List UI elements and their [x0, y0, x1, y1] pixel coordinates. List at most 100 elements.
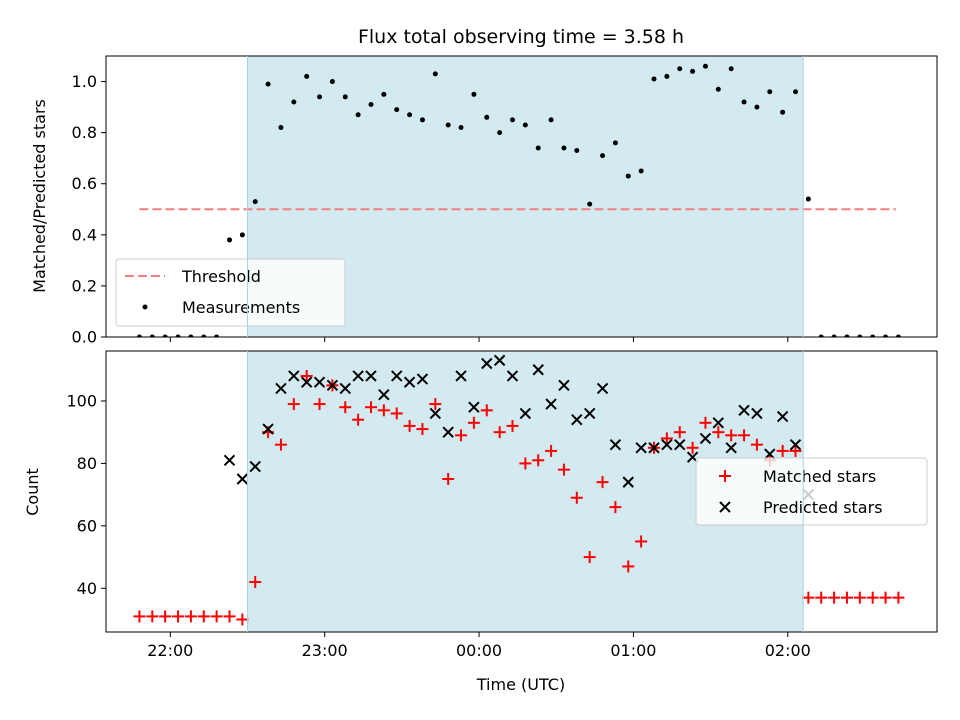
x-stroke-b	[686, 451, 699, 463]
x-stroke-b	[699, 432, 712, 445]
x-tick-label: 02:00	[765, 641, 811, 660]
predicted-star-point	[699, 432, 712, 445]
y-tick-label: 60	[77, 516, 97, 535]
x-stroke-b	[648, 442, 660, 454]
predicted-star-point	[674, 438, 686, 451]
matched-star-point	[146, 610, 159, 623]
measurement-point	[226, 237, 232, 243]
matched-star-point	[789, 444, 802, 457]
x-stroke-b	[583, 407, 596, 420]
x-stroke-b	[468, 401, 480, 413]
x-stroke-b	[236, 473, 249, 485]
x-stroke-b	[223, 454, 236, 466]
x-stroke-b	[493, 354, 506, 367]
legend-predicted-swatch	[719, 501, 731, 513]
predicted-star-point	[609, 438, 622, 451]
matched-star-point	[519, 457, 532, 470]
measurement-point	[329, 79, 335, 85]
matched-star-point	[622, 560, 635, 573]
measurement-point	[870, 334, 876, 337]
measurement-point	[767, 89, 773, 95]
x-stroke-b	[751, 407, 763, 420]
measurement-point	[252, 199, 258, 205]
x-stroke-b	[532, 364, 544, 376]
measurement-point	[407, 112, 413, 118]
measurement-point	[754, 104, 760, 110]
predicted-star-point	[648, 442, 660, 454]
measurement-point	[432, 71, 438, 77]
matched-star-point	[172, 610, 185, 623]
predicted-star-point	[571, 413, 583, 426]
x-axis-label: Time (UTC)	[476, 675, 565, 694]
x-stroke-b	[416, 373, 429, 385]
matched-star-point	[660, 432, 673, 445]
matched-star-point	[403, 419, 416, 432]
matched-star-point	[210, 610, 223, 623]
measurement-point	[175, 334, 181, 337]
measurement-point	[844, 334, 850, 337]
x-stroke-b	[725, 442, 737, 454]
measurement-point	[780, 109, 786, 115]
measurement-point	[522, 122, 528, 128]
measurement-point	[625, 173, 631, 179]
measurement-point	[162, 334, 168, 337]
y-tick-label: 0.8	[72, 123, 97, 142]
matched-star-point	[184, 610, 197, 623]
predicted-star-point	[403, 376, 416, 388]
legend-matched-swatch	[719, 470, 731, 482]
bottom-y-ticks: 40 60 80 100	[66, 391, 106, 598]
predicted-star-point	[635, 442, 647, 454]
measurement-point	[818, 334, 824, 337]
measurement-point	[291, 99, 297, 105]
matched-star-point	[377, 404, 390, 417]
x-stroke-b	[249, 460, 261, 473]
matched-star-point	[583, 551, 596, 564]
matched-star-point	[776, 444, 789, 457]
predicted-star-point	[416, 373, 429, 385]
measurement-point	[651, 76, 657, 82]
matched-star-point	[429, 398, 442, 411]
x-tick-label: 23:00	[302, 641, 348, 660]
measurement-points	[136, 63, 901, 337]
y-tick-label: 0.4	[72, 225, 97, 244]
y-tick-label: 0.2	[72, 276, 97, 295]
matched-star-point	[467, 416, 480, 429]
matched-star-point	[828, 591, 841, 604]
x-stroke-b	[776, 410, 789, 423]
predicted-star-point	[313, 376, 326, 388]
matched-star-point	[390, 407, 403, 420]
measurement-point	[509, 117, 515, 123]
predicted-star-point	[378, 389, 390, 401]
matched-star-point	[596, 476, 609, 489]
x-stroke-b	[326, 379, 339, 392]
matched-star-point	[532, 454, 545, 467]
x-stroke-b	[622, 476, 634, 488]
legend-matched-label: Matched stars	[763, 467, 876, 486]
measurement-point	[561, 145, 567, 151]
x-stroke-b	[738, 404, 750, 417]
y-tick-label: 80	[77, 454, 97, 473]
top-y-axis-label: Matched/Predicted stars	[30, 99, 49, 293]
matched-star-point	[442, 473, 455, 486]
matched-star-point	[287, 398, 300, 411]
measurement-point	[690, 68, 696, 74]
x-stroke-b	[275, 382, 287, 395]
top-y-ticks: 0.0 0.2 0.4 0.6 0.8 1.0	[72, 72, 106, 347]
measurement-point	[741, 99, 747, 105]
x-stroke-b	[365, 370, 377, 382]
predicted-star-point	[339, 382, 351, 395]
measurement-point	[857, 334, 863, 337]
predicted-star-point	[352, 370, 364, 382]
predicted-star-point	[789, 438, 802, 451]
predicted-star-point	[236, 473, 249, 485]
bottom-legend: Matched stars Predicted stars	[695, 457, 928, 526]
matched-star-point	[570, 491, 583, 504]
measurement-point	[831, 334, 837, 337]
measurement-point	[883, 334, 889, 337]
measurement-point	[587, 201, 593, 207]
matched-star-point	[840, 591, 853, 604]
predicted-star-point	[545, 398, 557, 410]
x-stroke-b	[288, 370, 300, 382]
predicted-star-point	[300, 376, 313, 388]
x-stroke-b	[674, 438, 686, 451]
